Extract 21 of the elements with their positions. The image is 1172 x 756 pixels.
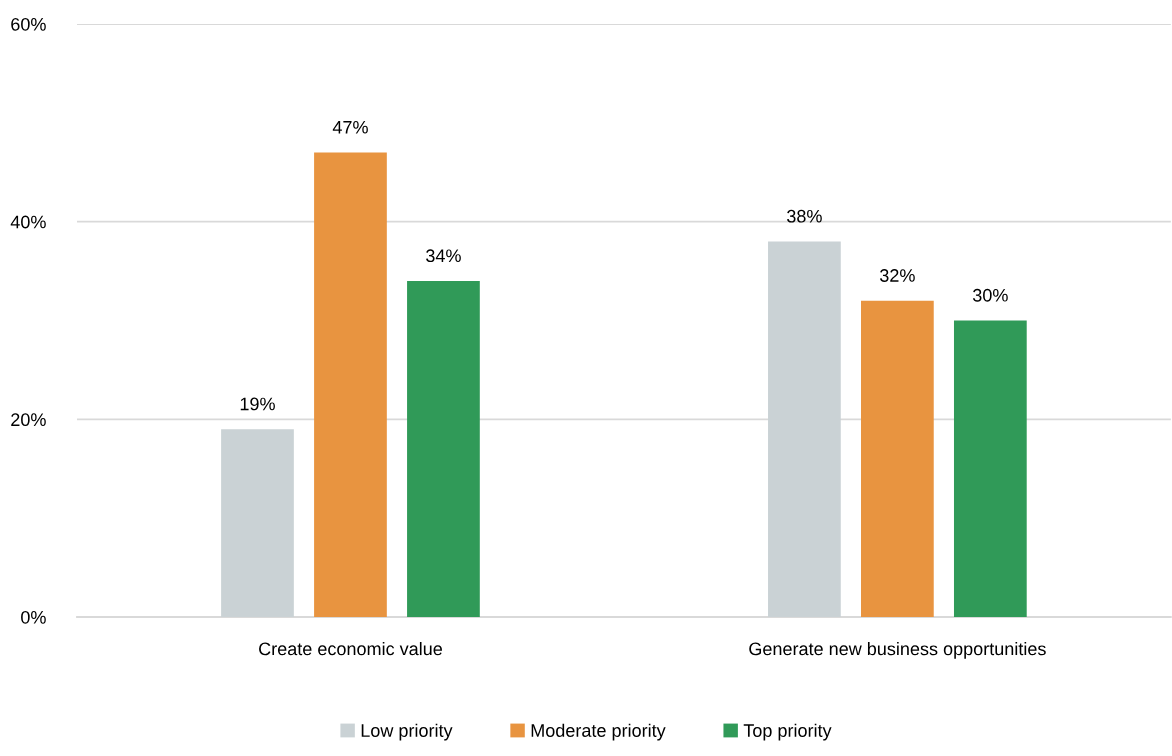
- y-tick-label: 60%: [11, 17, 46, 31]
- bar: [861, 300, 934, 617]
- bar: [221, 429, 294, 617]
- data-label: 32%: [879, 269, 915, 282]
- data-label: 38%: [787, 209, 822, 223]
- bar: [953, 320, 1027, 617]
- bar: [768, 241, 841, 617]
- legend-label: Top priority: [743, 723, 832, 741]
- x-tick-label: Generate new business opportunities: [749, 642, 1046, 659]
- legend-label: Moderate priority: [531, 723, 666, 741]
- x-tick-label: Create economic value: [259, 642, 442, 656]
- data-label: 47%: [332, 120, 368, 134]
- y-tick-label: 0%: [21, 610, 46, 624]
- y-tick-label: 20%: [11, 413, 46, 427]
- data-label: 30%: [972, 288, 1008, 302]
- data-label: 19%: [240, 397, 275, 411]
- data-label: 34%: [426, 249, 461, 263]
- y-tick-label: 40%: [10, 215, 46, 229]
- legend-label: Low priority: [361, 723, 453, 741]
- bar: [407, 280, 480, 617]
- bar: [314, 152, 387, 617]
